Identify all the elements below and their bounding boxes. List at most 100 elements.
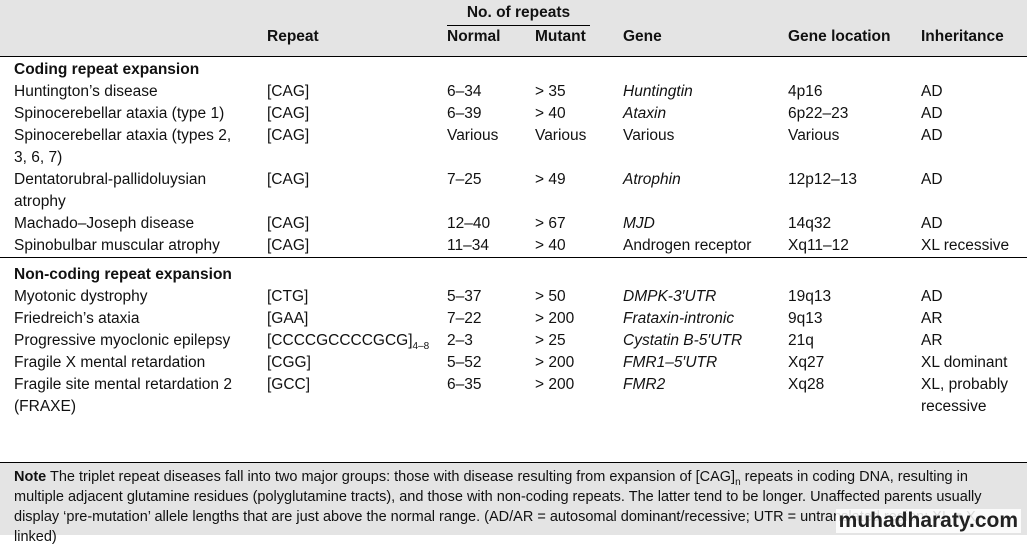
note: Note The triplet repeat diseases fall in… (0, 462, 1027, 545)
inheritance-cell: AR (921, 308, 1027, 330)
gene: Frataxin-intronic (623, 310, 735, 327)
normal-cell: Various (447, 125, 535, 169)
location-cell: Xq28 (788, 374, 921, 418)
gene: Various (623, 127, 675, 144)
normal-cell: 6–34 (447, 81, 535, 103)
gene-cell: Ataxin (623, 103, 788, 125)
data-row: Spinocerebellar ataxia (types 2, 3, 6, 7… (0, 125, 1027, 169)
data-row: Progressive myoclonic epilepsy [CCCCGCCCC… (0, 330, 1027, 352)
location: Various (788, 127, 840, 144)
disease-cell: Spinocerebellar ataxia (type 1) (14, 105, 225, 122)
repeat-cell: [CAG] (267, 213, 447, 235)
mutant: > 25 (535, 332, 566, 349)
inheritance-cell: AD (921, 213, 1027, 235)
normal: 6–35 (447, 376, 482, 393)
disease-cell: Dentatorubral-pallidoluysian atrophy (14, 171, 207, 210)
section-row: Non-coding repeat expansion (0, 257, 1027, 286)
data-row: Spinobulbar muscular atrophy [CAG] 11–34 > … (0, 235, 1027, 258)
location-cell: 6p22–23 (788, 103, 921, 125)
location: 14q32 (788, 215, 832, 232)
mutant: > 50 (535, 288, 566, 305)
gene: Huntingtin (623, 83, 693, 100)
mutant-cell: > 35 (535, 81, 623, 103)
table-header: No. of repeats Repeat Normal Mutant Gene Gen… (0, 0, 1027, 57)
inheritance: XL dominant (921, 354, 1008, 371)
location-cell: Various (788, 125, 921, 169)
repeat: [CTG] (267, 288, 309, 305)
normal: Various (447, 127, 499, 144)
data-row: Myotonic dystrophy [CTG] 5–37 > 50 DMPK-3′UT… (0, 286, 1027, 308)
normal-cell: 6–39 (447, 103, 535, 125)
mutant: > 200 (535, 376, 575, 393)
disease-cell: Fragile X mental retardation (14, 354, 206, 371)
location: Xq11–12 (788, 237, 849, 254)
data-row: Dentatorubral-pallidoluysian atrophy [CAG… (0, 169, 1027, 213)
normal-cell: 7–22 (447, 308, 535, 330)
location: 21q (788, 332, 814, 349)
gene-cell: Frataxin-intronic (623, 308, 788, 330)
column-header: Gene location (788, 26, 921, 57)
gene: Ataxin (623, 105, 667, 122)
disease-cell: Myotonic dystrophy (14, 288, 148, 305)
inheritance-cell: XL, probably recessive (921, 374, 1027, 418)
inheritance: AD (921, 215, 943, 232)
gene-cell: Androgen receptor (623, 235, 788, 258)
disease-cell: Progressive myoclonic epilepsy (14, 332, 231, 349)
data-row: Fragile site mental retardation 2 (FRAXE… (0, 374, 1027, 418)
column-header: Repeat (267, 26, 447, 57)
group-header-row: No. of repeats (0, 0, 1027, 26)
repeat: [CCCCGCCCCGCG] (267, 332, 413, 349)
disease-cell: Spinocerebellar ataxia (types 2, 3, 6, 7… (14, 127, 232, 166)
disease-cell: Spinobulbar muscular atrophy (14, 237, 220, 254)
normal: 7–25 (447, 171, 482, 188)
mutant-cell: > 200 (535, 374, 623, 418)
inheritance-cell: AD (921, 103, 1027, 125)
mutant: > 40 (535, 105, 566, 122)
inheritance: XL, probably recessive (921, 376, 1009, 415)
location-cell: 12p12–13 (788, 169, 921, 213)
location-cell: Xq27 (788, 352, 921, 374)
gene-cell: Atrophin (623, 169, 788, 213)
mutant-cell: > 50 (535, 286, 623, 308)
inheritance: AR (921, 310, 943, 327)
repeat: [GCC] (267, 376, 311, 393)
normal-cell: 2–3 (447, 330, 535, 352)
location-cell: Xq11–12 (788, 235, 921, 258)
gene-cell: FMR2 (623, 374, 788, 418)
repeat: [GAA] (267, 310, 309, 327)
repeat-table: No. of repeats Repeat Normal Mutant Gene Gen… (0, 0, 1027, 418)
note-text: The triplet repeat diseases fall into tw… (46, 469, 736, 485)
inheritance: AR (921, 332, 943, 349)
mutant-cell: > 49 (535, 169, 623, 213)
gene: MJD (623, 215, 655, 232)
repeat-cell: [GAA] (267, 308, 447, 330)
location-cell: 9q13 (788, 308, 921, 330)
mutant: > 40 (535, 237, 566, 254)
disease-cell: Fragile site mental retardation 2 (FRAXE… (14, 376, 232, 415)
disease-cell: Machado–Joseph disease (14, 215, 195, 232)
repeat-cell: [CGG] (267, 352, 447, 374)
inheritance-cell: AD (921, 125, 1027, 169)
group-header-cell: No. of repeats (447, 0, 623, 26)
normal: 2–3 (447, 332, 473, 349)
mutant-cell: Various (535, 125, 623, 169)
gene-cell: FMR1–5′UTR (623, 352, 788, 374)
data-row: Friedreich’s ataxia [GAA] 7–22 > 200 Frataxi… (0, 308, 1027, 330)
mutant: > 49 (535, 171, 566, 188)
mutant: Various (535, 127, 587, 144)
data-row: Fragile X mental retardation [CGG] 5–52 > 2… (0, 352, 1027, 374)
inheritance: AD (921, 83, 943, 100)
repeat-cell: [CTG] (267, 286, 447, 308)
gene: DMPK-3′UTR (623, 288, 717, 305)
watermark: muhadharaty.com (835, 509, 1021, 533)
inheritance: AD (921, 288, 943, 305)
location: Xq28 (788, 376, 825, 393)
column-header: Gene (623, 26, 788, 57)
repeat-cell: [GCC] (267, 374, 447, 418)
gene: Cystatin B-5′UTR (623, 332, 743, 349)
location: Xq27 (788, 354, 825, 371)
gene: Androgen receptor (623, 237, 752, 254)
disease-cell: Huntington’s disease (14, 83, 158, 100)
gene: FMR1–5′UTR (623, 354, 718, 371)
